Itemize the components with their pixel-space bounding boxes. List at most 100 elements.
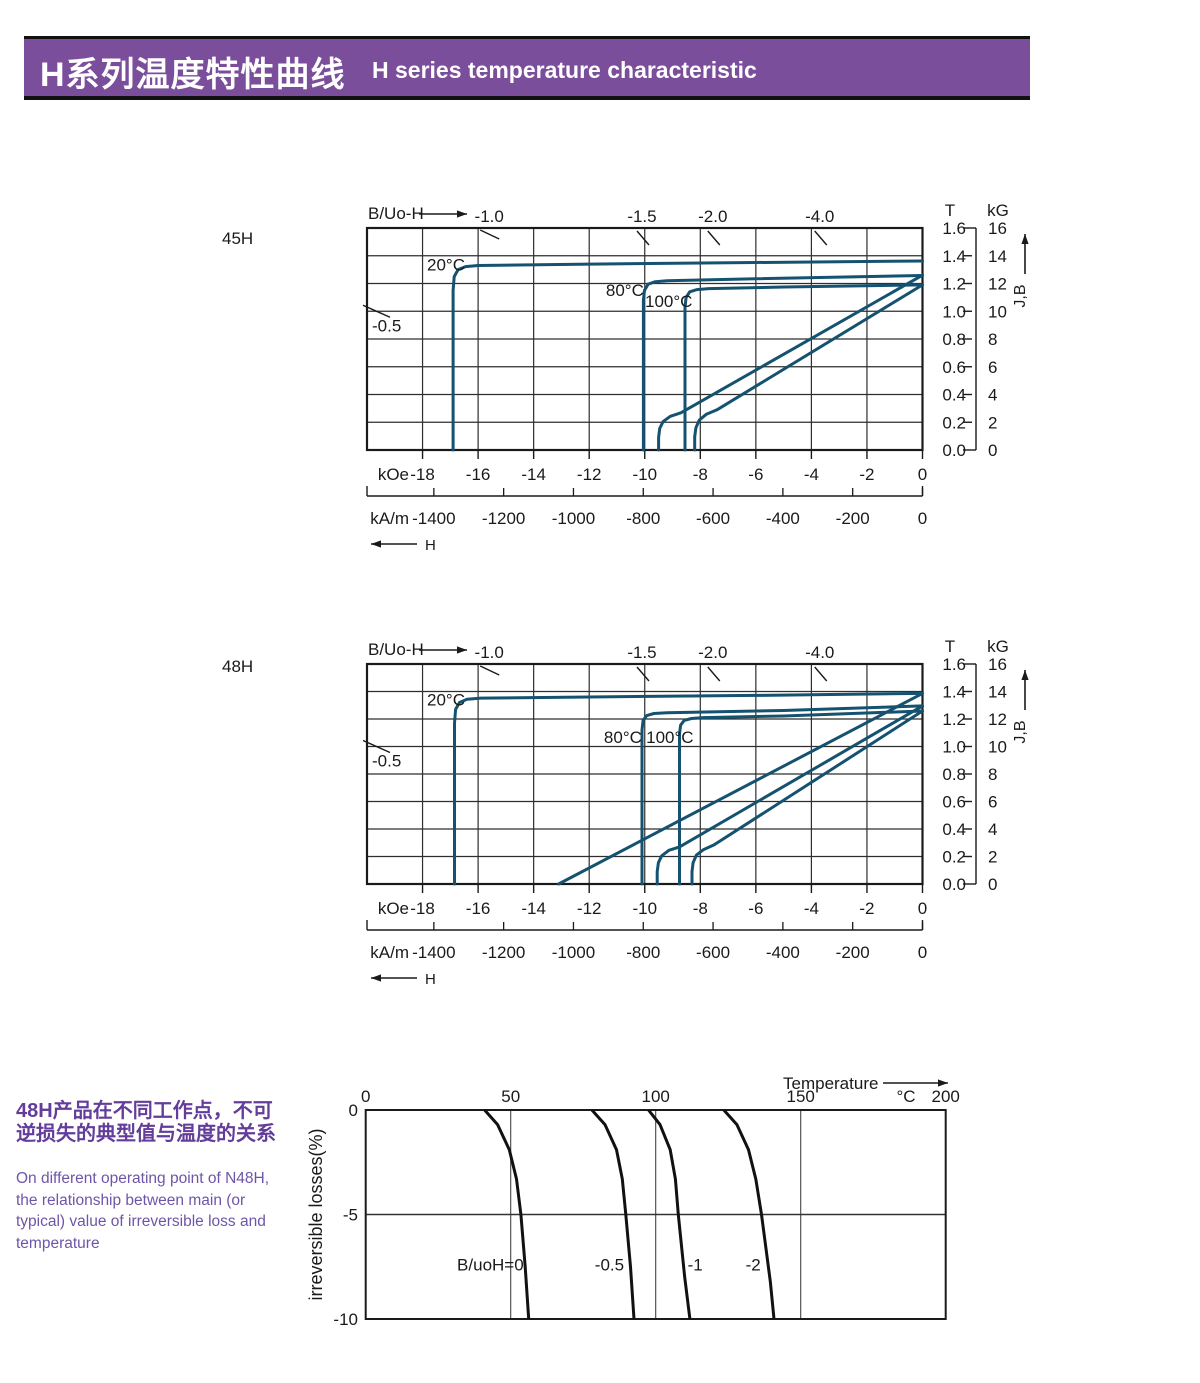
page-title-english: H series temperature characteristic [372,57,757,83]
kg-tick-label: 12 [988,275,1007,294]
tesla-tick-label: 0.8 [942,765,966,784]
kg-tick-label: 2 [988,848,997,867]
koe-tick-label: -12 [577,465,602,484]
load-line-dash [362,304,391,318]
description-english-line1: On different operating point of N48H, [16,1170,270,1187]
load-line-dash [814,666,828,682]
koe-tick-label: -4 [804,465,819,484]
load-line-label: -0.5 [372,316,401,335]
tesla-unit-label: T [945,201,955,220]
koe-tick-label: -10 [632,899,657,918]
curve-temp-label-J-80C: 80°C [604,728,642,747]
h-direction-arrow-head [371,974,381,982]
tesla-tick-label: 1.0 [942,302,966,321]
loss-tick-label: -10 [333,1310,358,1329]
koe-tick-label: 0 [918,465,927,484]
description-english: On different operating point of N48H, th… [16,1168,316,1254]
kam-tick-label: -400 [766,943,800,962]
load-line-dash [707,230,721,246]
description-block: 48H产品在不同工作点，不可 逆损失的典型值与温度的关系 On differen… [16,1100,316,1254]
jb-direction-arrow-head [1021,234,1029,244]
h-direction-arrow-head [371,540,381,548]
tesla-tick-label: 0.8 [942,330,966,349]
koe-tick-label: -12 [577,899,602,918]
koe-unit-label: kOe [378,465,409,484]
loss-curve-label-BuoH-05: -0.5 [595,1256,624,1275]
h-direction-label: H [425,971,436,988]
koe-tick-label: -18 [410,899,435,918]
kg-tick-label: 6 [988,793,997,812]
kam-tick-label: -800 [626,509,660,528]
koe-tick-label: -2 [859,465,874,484]
kam-unit-label: kA/m [370,509,409,528]
temp-axis-arrow-head [938,1079,948,1087]
bh-axis-title: B/Uo-H [368,640,424,659]
jb-direction-label: J,B [1012,284,1029,307]
grade-label-48h: 48H [222,657,254,676]
tesla-tick-label: 0.4 [942,386,966,405]
loss-axis-title: irreversible losses(%) [306,1128,326,1300]
curve-temp-label-J-100C: 100°C [646,728,693,747]
temp-tick-label: 100 [642,1087,670,1106]
tesla-tick-label: 1.0 [942,738,966,757]
loss-curve-label-BuoH-2: -2 [746,1256,761,1275]
curve-J-20C [453,691,924,886]
load-line-label: -1.5 [627,207,656,226]
temp-tick-label: 150 [787,1087,815,1106]
tesla-tick-label: 0.0 [942,441,966,460]
jb-direction-label: J,B [1012,720,1029,743]
tesla-tick-label: 0.0 [942,875,966,894]
koe-tick-label: -4 [804,899,819,918]
curve-B-100C [690,709,924,886]
tesla-tick-label: 0.6 [942,358,966,377]
loss-curve-BuoH-05 [590,1108,636,1320]
kg-unit-label: kG [987,201,1009,220]
kg-tick-label: 12 [988,710,1007,729]
loss-tick-label: 0 [349,1101,358,1120]
load-line-label: -2.0 [698,207,727,226]
load-line-label: -1.0 [475,207,504,226]
temp-axis-title: Temperature [783,1074,878,1093]
kg-tick-label: 0 [988,875,997,894]
curve-temp-label-J-100C: 100°C [645,292,692,311]
load-line-dash [814,230,828,246]
tesla-tick-label: 1.6 [942,219,966,238]
koe-tick-label: -14 [521,899,546,918]
koe-tick-label: -10 [632,465,657,484]
temp-tick-label: 50 [501,1087,520,1106]
kg-tick-label: 4 [988,386,997,405]
kg-unit-label: kG [987,637,1009,656]
load-line-dash [479,665,500,676]
kam-tick-label: -1400 [412,943,455,962]
curve-B-80C [655,704,924,886]
curve-J-100C [683,283,924,452]
kam-unit-label: kA/m [370,943,409,962]
koe-tick-label: -18 [410,465,435,484]
load-line-dash [479,229,500,240]
koe-unit-label: kOe [378,899,409,918]
description-chinese-line1: 48H产品在不同工作点，不可 [16,1100,273,1122]
jb-direction-arrow-head [1021,670,1029,680]
loss-curve-label-BuoH-1: -1 [688,1256,703,1275]
load-line-dash [636,666,650,682]
tesla-unit-label: T [945,637,955,656]
curve-B-80C [657,273,924,452]
kam-tick-label: -400 [766,509,800,528]
load-line-label: -4.0 [805,207,834,226]
curve-temp-label-J-80C: 80°C [606,281,644,300]
kam-tick-label: -200 [836,943,870,962]
description-english-line2: the relationship between main (or [16,1191,246,1209]
loss-curve-BuoH-0 [483,1109,531,1320]
tesla-tick-label: 0.2 [942,413,966,432]
description-english-line3: typical) value of irreversible loss and [16,1213,266,1230]
bh-axis-title: B/Uo-H [368,204,424,223]
page-header-banner: H系列温度特性曲线 H series temperature character… [24,36,1030,100]
loss-tick-label: -5 [343,1206,358,1225]
kam-tick-label: -1200 [482,509,525,528]
koe-tick-label: -16 [466,899,491,918]
loss-curve-BuoH-1 [647,1109,692,1320]
load-line-label: -2.0 [698,643,727,662]
load-line-dash [707,666,721,682]
kam-tick-label: -1000 [552,509,595,528]
koe-tick-label: -2 [859,899,874,918]
